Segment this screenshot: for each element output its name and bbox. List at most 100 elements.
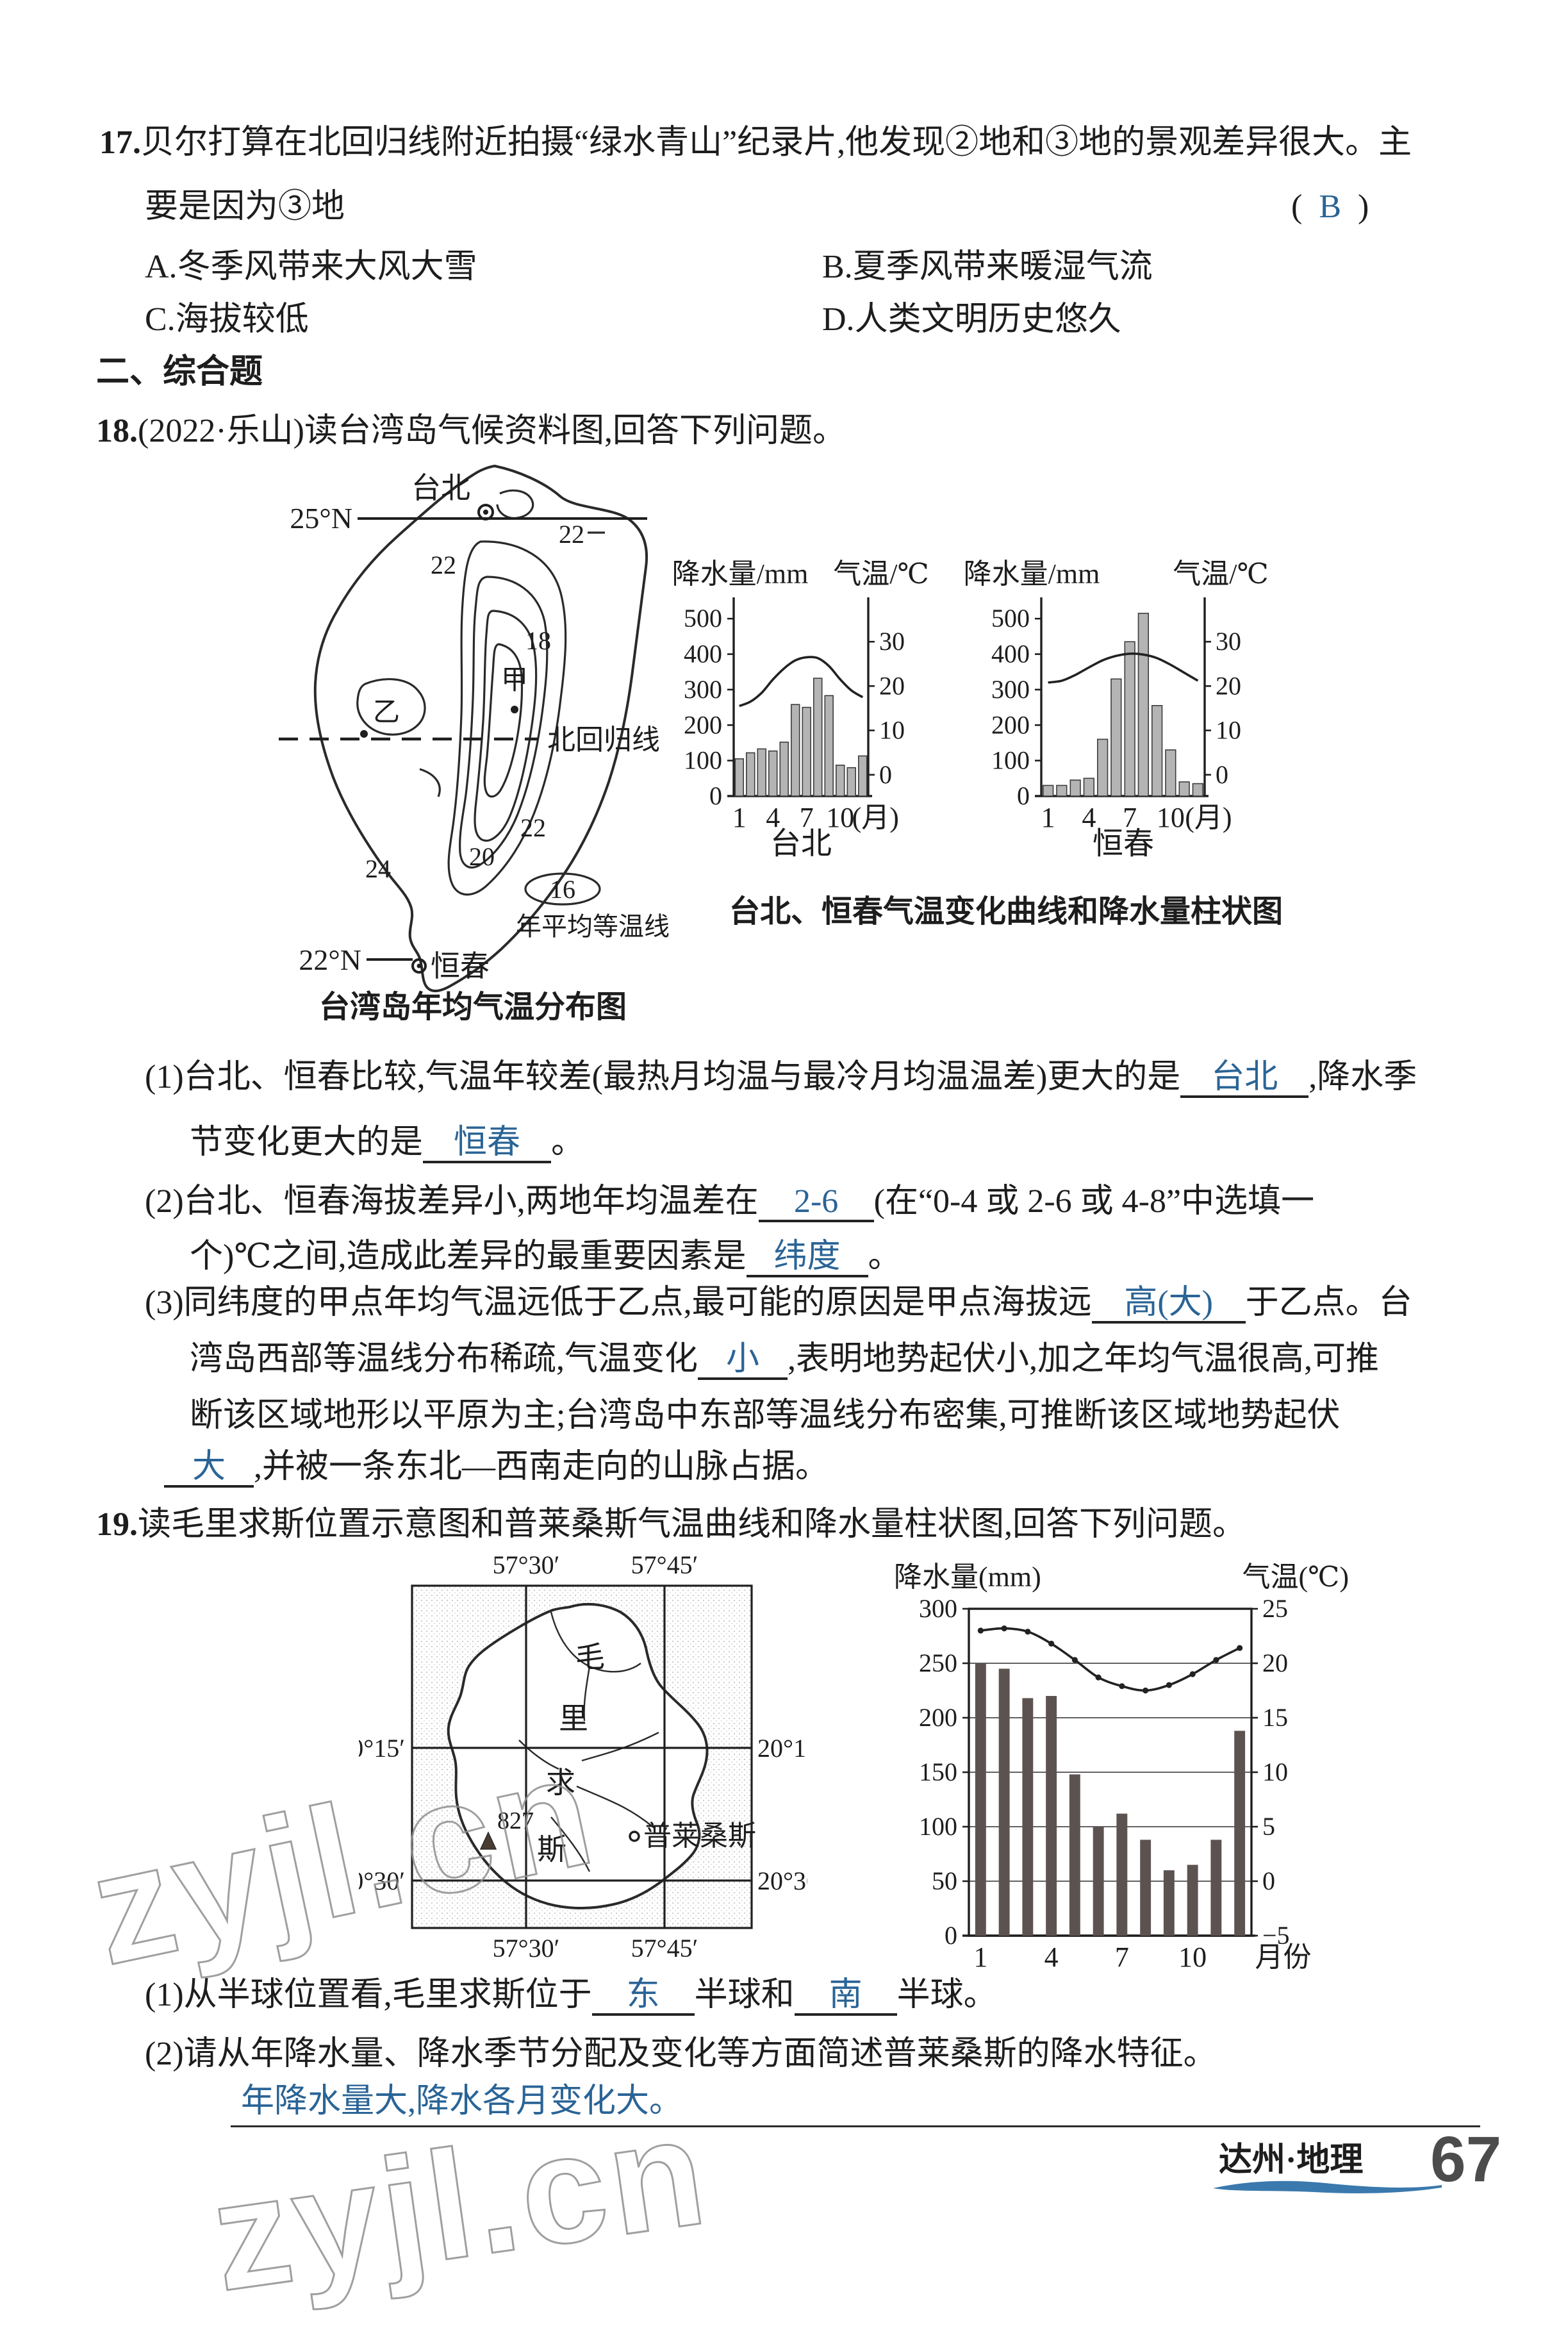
latitude-22N: 22°N (299, 943, 413, 976)
svg-text:(月): (月) (852, 802, 899, 833)
lat-22n-label: 22°N (299, 943, 361, 976)
q18-sub3-line1: (3)同纬度的甲点年均气温远低于乙点,最可能的原因是甲点海拔远 高(大) 于乙点。台 (145, 1283, 1412, 1324)
footer-brand: 达州·地理 (1219, 2142, 1364, 2179)
hengchun-climate-bar-month-2 (1056, 785, 1068, 797)
q18-sub2-blank2: 纬度 (746, 1239, 868, 1277)
plaisance-climate-temp-dot-4 (1048, 1640, 1055, 1647)
hengchun-label: 恒春 (431, 950, 490, 983)
svg-text:200: 200 (991, 710, 1030, 739)
q17-number: 17. (99, 124, 141, 161)
hengchun-precip-axis-label: 降水量/mm (964, 558, 1100, 590)
plaisance-climate-plot: 0 50 100 150 200 250 300 −5 0 5 10 15 20 25 1 4 7 10 月份 (919, 1594, 1312, 1973)
plaisance-climate-bar-month-10 (1187, 1865, 1198, 1936)
plaisance-climate-bar-month-9 (1163, 1870, 1175, 1936)
svg-text:0: 0 (1262, 1866, 1275, 1895)
plaisance-climate-temp-dot-12 (1237, 1645, 1243, 1651)
lat-2015-right: 20°15′ (757, 1734, 807, 1763)
hengchun-climate-bar-month-10 (1165, 749, 1176, 797)
svg-text:−5: −5 (1262, 1921, 1290, 1950)
q18-sub3-blank2: 小 (698, 1342, 788, 1380)
svg-text:7: 7 (1123, 802, 1137, 833)
lon-5745-bottom: 57°45′ (631, 1934, 698, 1963)
hengchun-climate-bar-month-7 (1124, 641, 1135, 797)
q18-sub3-line4: 大 ,并被一条东北—西南走向的山脉占据。 (164, 1447, 829, 1488)
point-yi: 乙 (360, 698, 400, 738)
svg-text:400: 400 (991, 640, 1030, 669)
plaisance-climate-bar-month-12 (1234, 1731, 1246, 1936)
q19-title: 19.读毛里求斯位置示意图和普莱桑斯气温曲线和降水量柱状图,回答下列问题。 (96, 1506, 1246, 1543)
taipei-temp-axis-label: 气温/℃ (833, 558, 928, 590)
taiwan-island-outline (313, 465, 648, 992)
svg-text:25: 25 (1262, 1594, 1288, 1623)
lon-5745-top: 57°45′ (631, 1550, 698, 1579)
plaisance-climate-temp-dot-5 (1071, 1657, 1078, 1663)
svg-text:50: 50 (932, 1866, 957, 1895)
svg-text:0: 0 (1216, 760, 1228, 789)
q18-sub3-blank3: 大 (164, 1449, 254, 1488)
svg-text:150: 150 (919, 1757, 957, 1786)
q18-sub1-line2: 节变化更大的是 恒春。 (190, 1123, 584, 1163)
q18-sub1-blank1: 台北 (1180, 1059, 1309, 1098)
taipei-climate-bar-month-11 (846, 767, 856, 797)
contour-22-w: 22 (431, 551, 456, 579)
q19-sub2-answer: 年降水量大,降水各月变化大。 (241, 2083, 683, 2120)
isotherm-legend-label: 年平均等温线 (516, 912, 670, 941)
section-heading: 二、综合题 (96, 354, 263, 390)
q18-sub1-blank2: 恒春 (423, 1125, 552, 1163)
taipei-climate-bar-month-9 (824, 695, 834, 797)
q18-sub2-blank1: 2-6 (758, 1184, 874, 1222)
plaisance-climate-temp-dot-1 (977, 1627, 984, 1634)
q17-option-c: C.海拔较低 (145, 301, 309, 338)
taiwan-temperature-map: 25°N 台北 22 22 18 甲 乙 北回归线 22 20 24 16 年平… (279, 465, 670, 1024)
q17-answer: (B) (1291, 188, 1369, 225)
taipei-climate-bar-month-7 (802, 706, 812, 797)
contour-22-s: 22 (520, 813, 546, 842)
q19-answer-underline (231, 2125, 1480, 2127)
svg-text:1: 1 (1041, 802, 1055, 833)
svg-text:0: 0 (1017, 781, 1030, 810)
contour-16: 16 (550, 875, 575, 904)
plaisance-climate-bar-month-6 (1093, 1827, 1104, 1936)
plaisance-climate-temp-dot-10 (1189, 1671, 1196, 1677)
hengchun-temp-axis-label: 气温/℃ (1173, 558, 1268, 590)
svg-text:7: 7 (800, 802, 814, 833)
plaisance-climate-bar-month-8 (1140, 1840, 1151, 1936)
island-name: 毛 里 求 斯 (537, 1641, 605, 1866)
q18-number: 18. (96, 413, 138, 449)
svg-text:(月): (月) (1185, 802, 1232, 833)
svg-text:0: 0 (709, 781, 722, 810)
plaisance-climate-temp-dot-11 (1213, 1657, 1219, 1663)
svg-text:20: 20 (1262, 1649, 1288, 1677)
hengchun-climate-bar-month-8 (1137, 613, 1149, 797)
svg-text:200: 200 (919, 1703, 957, 1732)
plaisance-climate-chart: 0 50 100 150 200 250 300 −5 0 5 10 15 20 25 1 4 7 10 月份 降水… (894, 1561, 1349, 1973)
svg-text:甲: 甲 (501, 666, 528, 695)
latitude-25N: 25°N (290, 502, 647, 535)
map-graticule (411, 1584, 753, 1929)
svg-text:500: 500 (991, 604, 1030, 633)
peak-elevation-label: 827 (497, 1807, 534, 1834)
q18-title: 18.(2022·乐山)读台湾岛气候资料图,回答下列问题。 (96, 413, 846, 449)
q18-sub2-line1: (2)台北、恒春海拔差异小,两地年均温差在 2-6 (在“0-4 或 2-6 或 4… (145, 1182, 1314, 1222)
lat-2030-right: 20°30′ (757, 1866, 807, 1895)
plaisance-climate-temp-dot-6 (1095, 1674, 1102, 1681)
svg-text:4: 4 (1082, 802, 1096, 833)
svg-text:10: 10 (879, 716, 905, 745)
plaisance-town-marker: 普莱桑斯 (629, 1820, 756, 1852)
contour-24: 24 (365, 854, 391, 883)
taipei-climate-bar-month-1 (734, 758, 745, 797)
hengchun-station-label: 恒春 (1093, 827, 1154, 861)
hengchun-climate-bar-month-4 (1083, 777, 1094, 797)
taiwan-isotherm-contours (356, 489, 605, 896)
svg-text:10: 10 (1178, 1941, 1207, 1973)
taipei-city-marker: 台北 (411, 472, 494, 520)
hengchun-climate-temperature-line (1048, 652, 1199, 684)
q18-sub1-line1: (1)台北、恒春比较,气温年较差(最热月均温与最冷月均温温差)更大的是 台北 ,降水… (145, 1058, 1417, 1098)
hengchun-climate-bar-month-3 (1069, 779, 1081, 797)
svg-text:200: 200 (684, 710, 722, 739)
plaisance-climate-temperature-line (980, 1627, 1241, 1692)
q19-sub2-line: (2)请从年降水量、降水季节分配及变化等方面简述普莱桑斯的降水特征。 (145, 2036, 1217, 2072)
svg-text:400: 400 (684, 640, 722, 669)
